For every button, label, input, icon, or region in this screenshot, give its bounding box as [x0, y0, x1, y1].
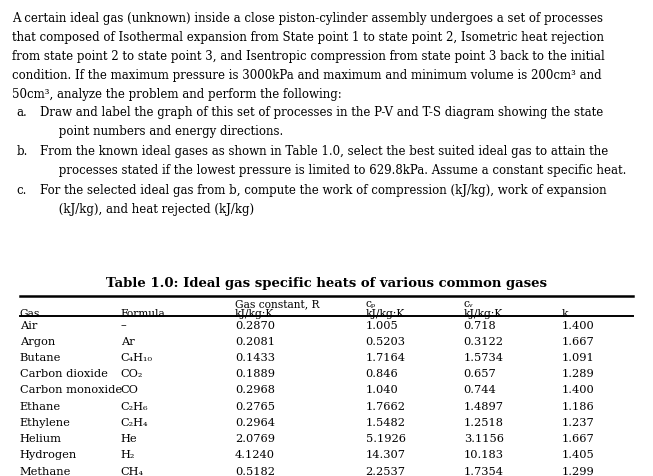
Text: condition. If the maximum pressure is 3000kPa and maximum and minimum volume is : condition. If the maximum pressure is 30… — [12, 69, 601, 82]
Text: 1.186: 1.186 — [562, 401, 594, 411]
Text: Air: Air — [20, 320, 37, 330]
Text: 0.5203: 0.5203 — [366, 336, 406, 346]
Text: 0.2765: 0.2765 — [235, 401, 275, 411]
Text: Carbon dioxide: Carbon dioxide — [20, 368, 108, 378]
Text: 0.2081: 0.2081 — [235, 336, 275, 346]
Text: 1.289: 1.289 — [562, 368, 594, 378]
Text: Gas: Gas — [20, 308, 40, 318]
Text: Ar: Ar — [121, 336, 135, 346]
Text: 0.5182: 0.5182 — [235, 466, 275, 476]
Text: 0.1889: 0.1889 — [235, 368, 275, 378]
Text: Butane: Butane — [20, 352, 61, 362]
Text: –: – — [121, 320, 127, 330]
Text: that composed of Isothermal expansion from State point 1 to state point 2, Isome: that composed of Isothermal expansion fr… — [12, 31, 604, 44]
Text: 1.237: 1.237 — [562, 417, 594, 427]
Text: CH₄: CH₄ — [121, 466, 144, 476]
Text: C₂H₆: C₂H₆ — [121, 401, 148, 411]
Text: Ethane: Ethane — [20, 401, 61, 411]
Text: 1.7164: 1.7164 — [366, 352, 406, 362]
Text: 2.0769: 2.0769 — [235, 433, 275, 443]
Text: Carbon monoxide: Carbon monoxide — [20, 385, 121, 395]
Text: C₂H₄: C₂H₄ — [121, 417, 148, 427]
Text: 1.7354: 1.7354 — [464, 466, 503, 476]
Text: 1.5734: 1.5734 — [464, 352, 503, 362]
Text: 1.005: 1.005 — [366, 320, 398, 330]
Text: Hydrogen: Hydrogen — [20, 449, 77, 459]
Text: 14.307: 14.307 — [366, 449, 406, 459]
Text: 3.1156: 3.1156 — [464, 433, 503, 443]
Text: Table 1.0: Ideal gas specific heats of various common gases: Table 1.0: Ideal gas specific heats of v… — [106, 276, 547, 289]
Text: 1.2518: 1.2518 — [464, 417, 503, 427]
Text: 0.3122: 0.3122 — [464, 336, 503, 346]
Text: 0.2964: 0.2964 — [235, 417, 275, 427]
Text: 1.040: 1.040 — [366, 385, 398, 395]
Text: Helium: Helium — [20, 433, 61, 443]
Text: 1.667: 1.667 — [562, 433, 594, 443]
Text: cₚ: cₚ — [366, 298, 376, 308]
Text: CO: CO — [121, 385, 138, 395]
Text: From the known ideal gases as shown in Table 1.0, select the best suited ideal g: From the known ideal gases as shown in T… — [40, 145, 609, 158]
Text: Gas constant, R: Gas constant, R — [235, 298, 319, 308]
Text: 0.2968: 0.2968 — [235, 385, 275, 395]
Text: For the selected ideal gas from b, compute the work of compression (kJ/kg), work: For the selected ideal gas from b, compu… — [40, 184, 607, 197]
Text: Ethylene: Ethylene — [20, 417, 71, 427]
Text: cᵥ: cᵥ — [464, 298, 473, 308]
Text: 1.091: 1.091 — [562, 352, 594, 362]
Text: H₂: H₂ — [121, 449, 135, 459]
Text: He: He — [121, 433, 137, 443]
Text: 10.183: 10.183 — [464, 449, 503, 459]
Text: c.: c. — [16, 184, 27, 197]
Text: 1.4897: 1.4897 — [464, 401, 503, 411]
Text: CO₂: CO₂ — [121, 368, 143, 378]
Text: 1.400: 1.400 — [562, 320, 594, 330]
Text: C₄H₁₀: C₄H₁₀ — [121, 352, 153, 362]
Text: a.: a. — [16, 106, 27, 119]
Text: kJ/kg·K: kJ/kg·K — [366, 308, 405, 318]
Text: 0.718: 0.718 — [464, 320, 496, 330]
Text: 0.657: 0.657 — [464, 368, 496, 378]
Text: A certain ideal gas (unknown) inside a close piston-cylinder assembly undergoes : A certain ideal gas (unknown) inside a c… — [12, 12, 603, 25]
Text: kJ/kg·K: kJ/kg·K — [464, 308, 503, 318]
Text: 0.744: 0.744 — [464, 385, 496, 395]
Text: 1.405: 1.405 — [562, 449, 594, 459]
Text: processes stated if the lowest pressure is limited to 629.8kPa. Assume a constan: processes stated if the lowest pressure … — [40, 164, 627, 177]
Text: Formula: Formula — [121, 308, 166, 318]
Text: 0.1433: 0.1433 — [235, 352, 275, 362]
Text: 2.2537: 2.2537 — [366, 466, 406, 476]
Text: 1.299: 1.299 — [562, 466, 594, 476]
Text: 1.5482: 1.5482 — [366, 417, 406, 427]
Text: 0.2870: 0.2870 — [235, 320, 275, 330]
Text: 5.1926: 5.1926 — [366, 433, 406, 443]
Text: 1.7662: 1.7662 — [366, 401, 406, 411]
Text: kJ/kg·K: kJ/kg·K — [235, 308, 274, 318]
Text: 0.846: 0.846 — [366, 368, 398, 378]
Text: k: k — [562, 308, 568, 318]
Text: 4.1240: 4.1240 — [235, 449, 275, 459]
Text: b.: b. — [16, 145, 27, 158]
Text: Draw and label the graph of this set of processes in the P-V and T-S diagram sho: Draw and label the graph of this set of … — [40, 106, 604, 119]
Text: (kJ/kg), and heat rejected (kJ/kg): (kJ/kg), and heat rejected (kJ/kg) — [40, 203, 255, 216]
Text: Argon: Argon — [20, 336, 55, 346]
Text: 50cm³, analyze the problem and perform the following:: 50cm³, analyze the problem and perform t… — [12, 88, 342, 101]
Text: Methane: Methane — [20, 466, 71, 476]
Text: 1.667: 1.667 — [562, 336, 594, 346]
Text: from state point 2 to state point 3, and Isentropic compression from state point: from state point 2 to state point 3, and… — [12, 50, 605, 63]
Text: point numbers and energy directions.: point numbers and energy directions. — [40, 125, 284, 138]
Text: 1.400: 1.400 — [562, 385, 594, 395]
